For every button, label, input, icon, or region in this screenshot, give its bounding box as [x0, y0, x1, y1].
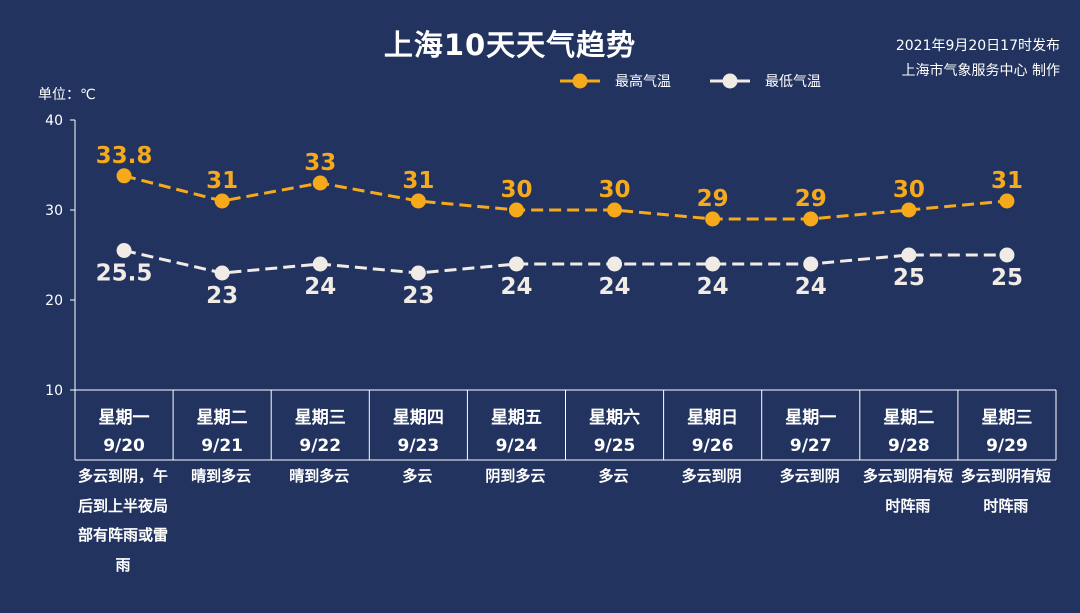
- date-label: 9/24: [496, 436, 538, 456]
- low-temp-point: [116, 243, 132, 258]
- weekday-label: 星期三: [981, 408, 1032, 428]
- date-label: 9/26: [692, 436, 734, 456]
- low-temp-label: 25: [893, 265, 925, 291]
- weekday-label: 星期一: [785, 408, 836, 428]
- high-temp-point: [999, 193, 1015, 209]
- high-temp-label: 29: [697, 186, 729, 212]
- y-tick-label: 30: [45, 203, 63, 219]
- low-temp-label: 24: [795, 274, 827, 300]
- date-label: 9/20: [103, 436, 145, 456]
- publisher: 上海市气象服务中心 制作: [901, 63, 1060, 79]
- low-temp-line: [123, 249, 1007, 275]
- date-label: 9/29: [986, 436, 1028, 456]
- low-temp-point: [312, 256, 328, 272]
- chart-title: 上海10天天气趋势: [383, 28, 637, 62]
- low-temp-label: 25.5: [96, 261, 153, 287]
- low-temp-label: 23: [402, 283, 434, 309]
- low-temp-point: [508, 256, 524, 272]
- publish-info: 2021年9月20日17时发布 上海市气象服务中心 制作: [896, 34, 1060, 84]
- weather-description: 晴到多云: [289, 467, 350, 485]
- weather-description: 多云到阴: [779, 467, 840, 485]
- low-temp-point: [803, 256, 819, 272]
- low-temp-label: 24: [500, 274, 532, 300]
- high-temp-point: [116, 168, 132, 184]
- weekday-label: 星期四: [393, 408, 444, 428]
- low-temp-label: 24: [697, 274, 729, 300]
- low-temp-point: [999, 247, 1015, 263]
- legend-marker: [722, 73, 738, 89]
- date-label: 9/25: [594, 436, 636, 456]
- high-temp-label: 33: [304, 150, 336, 176]
- high-temp-point: [508, 202, 524, 218]
- high-temp-label: 29: [795, 186, 827, 212]
- weekday-label: 星期日: [687, 408, 738, 428]
- high-temp-line: [123, 174, 1008, 221]
- y-tick-label: 40: [45, 113, 63, 129]
- publish-time: 2021年9月20日17时发布: [895, 38, 1060, 54]
- weekday-label: 星期二: [883, 408, 934, 428]
- high-temp-point: [410, 193, 426, 209]
- high-temp-label: 31: [206, 168, 238, 194]
- date-label: 9/28: [888, 436, 930, 456]
- low-temp-point: [214, 265, 230, 281]
- weekday-label: 星期一: [99, 408, 150, 428]
- high-temp-point: [803, 211, 819, 227]
- legend-label: 最低气温: [765, 74, 821, 90]
- weather-description: 多云到阴有短时阵雨: [862, 467, 953, 515]
- high-temp-point: [901, 202, 917, 218]
- high-temp-label: 33.8: [96, 143, 153, 169]
- date-label: 9/21: [201, 436, 243, 456]
- low-temp-label: 23: [206, 283, 238, 309]
- weekday-label: 星期五: [491, 408, 542, 428]
- low-temp-point: [410, 265, 426, 281]
- high-temp-point: [607, 202, 623, 218]
- weekday-label: 星期六: [589, 407, 640, 428]
- weather-description: 多云: [402, 467, 433, 485]
- weather-description: 晴到多云: [191, 467, 252, 485]
- high-temp-point: [705, 211, 721, 227]
- date-label: 9/23: [397, 436, 439, 456]
- low-temp-point: [705, 256, 721, 272]
- low-temp-label: 24: [304, 274, 336, 300]
- weekday-label: 星期二: [197, 408, 248, 428]
- high-temp-point: [214, 193, 230, 209]
- legend-label: 最高气温: [615, 73, 671, 90]
- weather-description: 阴到多云: [485, 467, 546, 485]
- low-temp-point: [607, 256, 623, 272]
- low-temp-label: 24: [599, 274, 631, 300]
- y-tick-label: 20: [45, 293, 63, 309]
- date-label: 9/22: [299, 436, 341, 456]
- weather-description: 多云到阴，午后到上半夜局部有阵雨或雷雨: [78, 467, 169, 574]
- high-temp-label: 31: [991, 168, 1023, 194]
- high-temp-label: 30: [893, 177, 925, 203]
- y-tick-label: 10: [45, 383, 63, 399]
- weekday-label: 星期三: [295, 408, 346, 428]
- low-temp-label: 25: [991, 265, 1023, 291]
- low-temp-point: [901, 247, 917, 263]
- weather-description: 多云: [598, 467, 629, 485]
- weather-description: 多云到阴有短时阵雨: [960, 467, 1051, 515]
- unit-label: 单位：℃: [38, 87, 96, 103]
- high-temp-label: 30: [599, 177, 631, 203]
- weather-description: 多云到阴: [681, 467, 742, 485]
- legend-marker: [572, 73, 588, 89]
- high-temp-point: [312, 175, 328, 191]
- high-temp-label: 31: [402, 168, 434, 194]
- date-label: 9/27: [790, 436, 832, 456]
- high-temp-label: 30: [500, 177, 532, 203]
